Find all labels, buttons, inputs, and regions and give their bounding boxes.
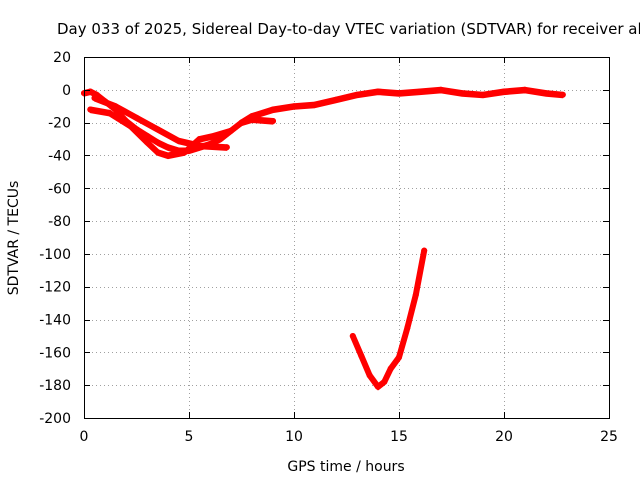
data-point	[358, 352, 365, 359]
data-point	[223, 144, 230, 151]
data-point	[196, 136, 203, 142]
y-tick-label: -20	[48, 116, 71, 132]
x-axis-label: GPS time / hours	[287, 459, 404, 475]
data-point	[270, 118, 276, 124]
x-tick-label: 10	[285, 429, 303, 445]
data-point	[366, 372, 373, 379]
data-point	[291, 103, 297, 110]
data-point	[154, 126, 161, 133]
data-point	[106, 109, 113, 116]
data-point	[91, 95, 98, 101]
data-point	[165, 144, 171, 151]
data-point	[349, 333, 356, 339]
y-tick-label: -40	[48, 148, 71, 164]
data-point	[375, 88, 381, 95]
data-point	[404, 324, 411, 331]
data-point	[144, 139, 150, 146]
data-series-trace	[89, 111, 232, 160]
data-point	[270, 106, 276, 113]
data-point	[87, 106, 94, 113]
data-point	[501, 88, 507, 95]
data-point	[238, 119, 245, 126]
data-point	[312, 101, 318, 108]
data-point	[421, 247, 428, 254]
data-point	[396, 354, 402, 361]
data-point	[165, 152, 171, 159]
x-tick-label: 20	[495, 429, 513, 445]
data-point	[112, 103, 119, 110]
data-point	[459, 90, 465, 97]
data-point	[381, 378, 388, 385]
x-tick-label: 5	[185, 429, 194, 445]
y-tick-label: -120	[39, 280, 71, 296]
y-tick-label: 20	[53, 50, 71, 66]
y-tick-label: -80	[48, 214, 71, 230]
y-tick-label: -60	[48, 181, 71, 197]
x-tick-label: 25	[600, 429, 618, 445]
y-tick-label: 0	[62, 83, 71, 99]
data-point	[559, 91, 566, 98]
y-tick-label: -100	[39, 247, 71, 263]
y-tick-label: -200	[39, 411, 71, 427]
data-point	[438, 86, 444, 93]
data-point	[522, 86, 528, 93]
data-point	[387, 365, 394, 372]
y-axis-label: SDTVAR / TECUs	[6, 181, 22, 296]
axis-ticks: 0 5 10 15 20 25-200-180-160-140-120-100-80-60…	[39, 50, 618, 445]
y-tick-label: -180	[39, 378, 71, 394]
data-point	[417, 88, 423, 95]
data-point	[175, 137, 182, 144]
data-point	[87, 88, 94, 95]
data-series-group	[81, 86, 566, 391]
data-point	[211, 132, 218, 139]
y-tick-label: -140	[39, 313, 71, 329]
data-point	[228, 127, 234, 134]
data-series-trace	[352, 253, 425, 391]
data-series-line	[87, 106, 234, 159]
data-point	[354, 91, 360, 98]
data-point	[154, 139, 161, 146]
data-series-line	[349, 247, 428, 390]
data-series-line	[238, 116, 276, 126]
data-point	[480, 91, 486, 98]
x-tick-label: 15	[390, 429, 408, 445]
chart-title: Day 033 of 2025, Sidereal Day-to-day VTE…	[57, 20, 640, 38]
grid-lines	[84, 57, 609, 418]
data-point	[133, 114, 140, 121]
y-tick-label: -160	[39, 345, 71, 361]
data-point	[543, 90, 549, 97]
data-point	[249, 116, 255, 123]
data-point	[375, 383, 381, 390]
x-tick-label: 0	[80, 429, 89, 445]
data-point	[127, 122, 134, 129]
plot-frame	[84, 57, 610, 419]
data-point	[412, 291, 419, 298]
data-point	[333, 96, 339, 103]
data-point	[154, 149, 161, 156]
data-point	[181, 149, 188, 156]
data-point	[396, 90, 402, 97]
